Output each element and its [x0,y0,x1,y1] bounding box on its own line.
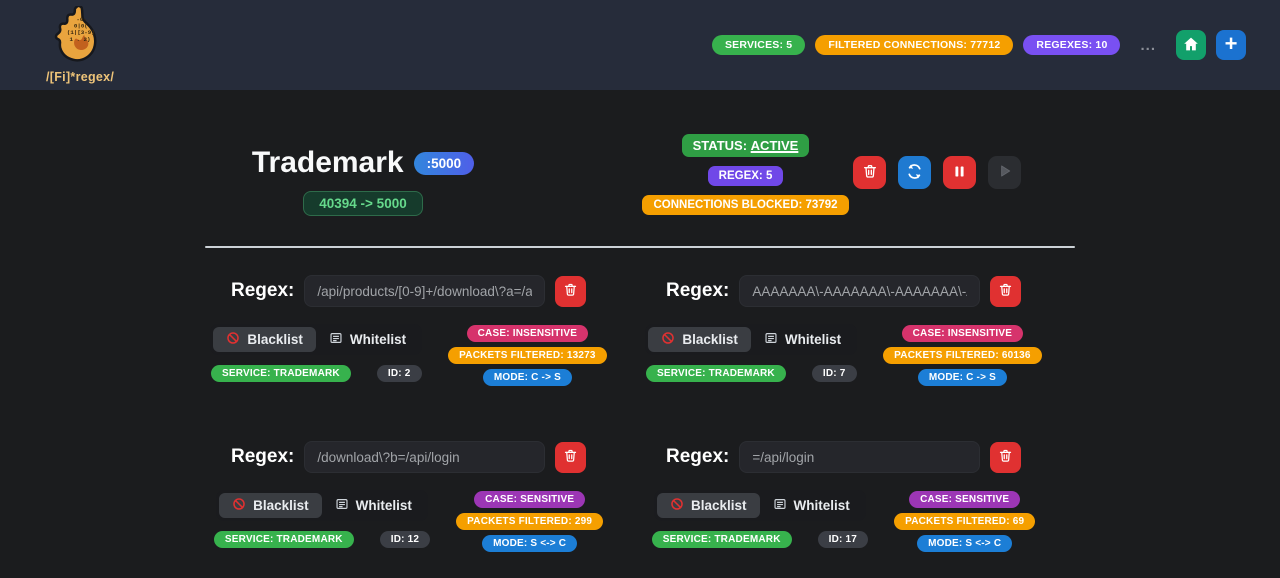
svg-text:1 . 2): 1 . 2) [70,36,91,43]
case-badge: CASE: INSENSITIVE [466,325,589,342]
regex-input[interactable] [739,441,980,473]
trash-icon [862,163,878,182]
connections-blocked-badge: CONNECTIONS BLOCKED: 73792 [642,195,849,215]
regex-input[interactable] [739,275,980,307]
list-icon [335,497,349,514]
service-badge: SERVICE: TRADEMARK [651,531,792,548]
mode-badge: MODE: S <-> C [482,535,578,552]
regex-count-badge: REGEX: 5 [707,166,784,186]
packets-filtered-badge: PACKETS FILTERED: 13273 [448,347,607,364]
whitelist-toggle[interactable]: Whitelist [760,493,863,518]
mode-badge: MODE: C -> S [917,369,1007,386]
navbar-right: SERVICES: 5 FILTERED CONNECTIONS: 77712 … [711,30,1246,60]
divider [205,246,1075,248]
service-actions [853,156,1021,189]
regex-input[interactable] [304,441,545,473]
regex-input[interactable] [304,275,545,307]
service-page: Trademark :5000 40394 -> 5000 STATUS: AC… [205,134,1075,552]
regex-id-badge: ID: 2 [376,365,422,382]
service-port-badge: :5000 [413,151,475,175]
list-mode-toggle: Blacklist Whitelist [210,324,423,355]
regex-grid: Regex: Blacklist [205,275,1075,552]
regex-label: Regex: [231,280,295,301]
trash-icon [563,448,578,466]
restart-service-button[interactable] [898,156,931,189]
ban-icon [670,497,684,514]
ban-icon [661,331,675,348]
regex-label: Regex: [666,280,730,301]
blacklist-toggle[interactable]: Blacklist [657,493,760,518]
service-title-block: Trademark :5000 40394 -> 5000 [233,146,493,216]
whitelist-toggle[interactable]: Whitelist [751,327,854,352]
service-title: Trademark [251,146,404,179]
regex-card: Regex: Blacklist [651,441,1036,552]
play-icon [997,163,1013,182]
filtered-connections-badge: FILTERED CONNECTIONS: 77712 [815,35,1014,55]
blacklist-toggle[interactable]: Blacklist [648,327,751,352]
packets-filtered-badge: PACKETS FILTERED: 69 [894,513,1036,530]
svg-text:(1|[3-9]: (1|[3-9] [67,29,95,36]
delete-regex-button[interactable] [990,275,1021,307]
list-mode-toggle: Blacklist Whitelist [654,490,866,521]
svg-text:-0-: -0- [77,16,87,23]
pause-service-button[interactable] [943,156,976,189]
list-icon [764,331,778,348]
blacklist-toggle[interactable]: Blacklist [219,493,322,518]
delete-regex-button[interactable] [555,275,586,307]
list-mode-toggle: Blacklist Whitelist [645,324,858,355]
delete-service-button[interactable] [853,156,886,189]
add-service-button[interactable]: + [1216,30,1246,60]
delete-regex-button[interactable] [990,441,1021,473]
blacklist-toggle[interactable]: Blacklist [213,327,316,352]
mode-badge: MODE: S <-> C [917,535,1013,552]
regex-card: Regex: Blacklist [213,441,604,552]
navbar: -0- 0|0( (1|[3-9] 1 . 2) /[Fi]*regex/ SE… [0,0,1280,90]
service-status-block: STATUS: ACTIVE REGEX: 5 CONNECTIONS BLOC… [642,134,849,215]
regexes-count-badge: REGEXES: 10 [1023,35,1121,55]
start-service-button[interactable] [988,156,1021,189]
case-badge: CASE: SENSITIVE [474,491,586,508]
home-icon [1183,36,1199,55]
regex-card: Regex: Blacklist [645,275,1042,386]
home-button[interactable] [1176,30,1206,60]
list-icon [329,331,343,348]
pause-icon [952,164,967,182]
trash-icon [563,282,578,300]
whitelist-toggle[interactable]: Whitelist [322,493,425,518]
service-header: Trademark :5000 40394 -> 5000 STATUS: AC… [205,134,1075,246]
port-redirect-badge: 40394 -> 5000 [303,191,423,216]
regex-label: Regex: [666,446,730,467]
list-icon [773,497,787,514]
overflow-menu-button[interactable]: ... [1140,36,1156,54]
regex-card: Regex: Blacklist [210,275,607,386]
svg-text:0|0(: 0|0( [74,23,88,30]
services-count-badge: SERVICES: 5 [711,35,806,55]
ban-icon [232,497,246,514]
logo-text: /[Fi]*regex/ [46,70,115,84]
regex-label: Regex: [231,446,295,467]
case-badge: CASE: SENSITIVE [909,491,1021,508]
regex-id-badge: ID: 7 [811,365,857,382]
flame-logo-icon: -0- 0|0( (1|[3-9] 1 . 2) [53,4,107,69]
status-badge: STATUS: ACTIVE [681,134,810,157]
trash-icon [998,282,1013,300]
regex-id-badge: ID: 12 [379,531,431,548]
refresh-icon [905,162,924,184]
packets-filtered-badge: PACKETS FILTERED: 60136 [883,347,1042,364]
service-badge: SERVICE: TRADEMARK [210,365,351,382]
mode-badge: MODE: C -> S [482,369,572,386]
service-badge: SERVICE: TRADEMARK [213,531,354,548]
regex-id-badge: ID: 17 [817,531,869,548]
delete-regex-button[interactable] [555,441,586,473]
service-badge: SERVICE: TRADEMARK [645,365,786,382]
trash-icon [998,448,1013,466]
list-mode-toggle: Blacklist Whitelist [216,490,428,521]
whitelist-toggle[interactable]: Whitelist [316,327,419,352]
app-logo[interactable]: -0- 0|0( (1|[3-9] 1 . 2) /[Fi]*regex/ [46,4,115,84]
case-badge: CASE: INSENSITIVE [901,325,1024,342]
plus-icon: + [1224,31,1238,56]
ban-icon [226,331,240,348]
packets-filtered-badge: PACKETS FILTERED: 299 [456,513,604,530]
